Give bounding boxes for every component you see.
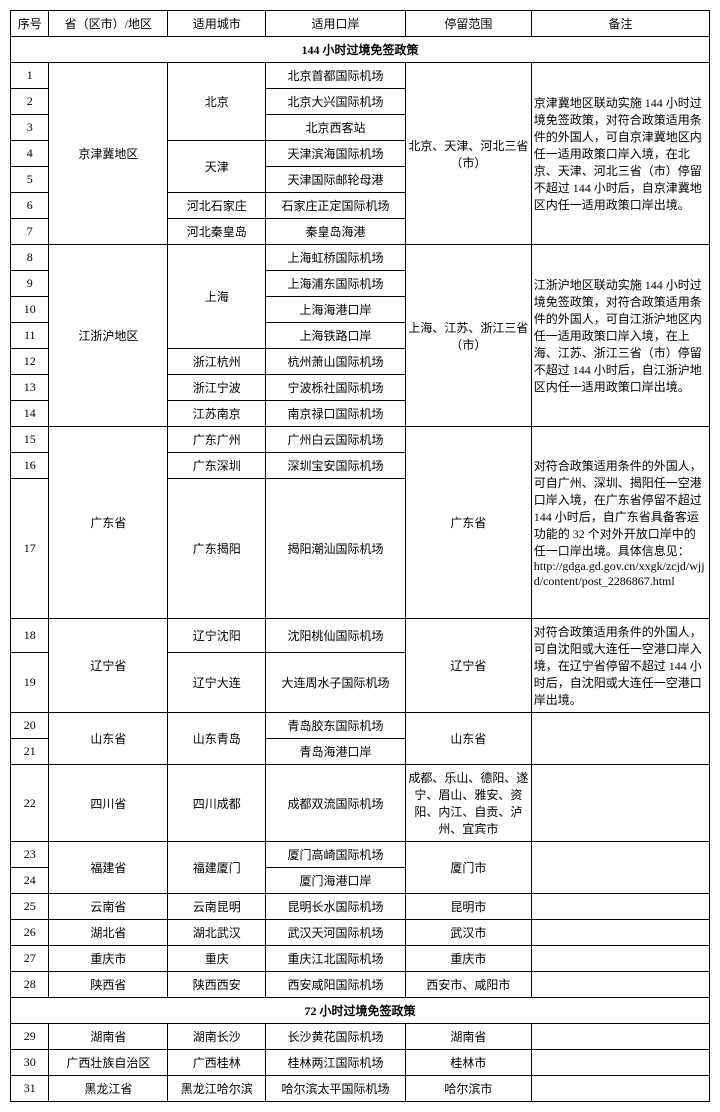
section-72: 72 小时过境免签政策 <box>11 998 710 1024</box>
table-row: 18 辽宁省 辽宁沈阳 沈阳桃仙国际机场 辽宁省 对符合政策适用条件的外国人，可… <box>11 619 710 653</box>
header-scope: 停留范围 <box>405 11 531 37</box>
header-region: 省（区市）/地区 <box>49 11 168 37</box>
header-row: 序号 省（区市）/地区 适用城市 适用口岸 停留范围 备注 <box>11 11 710 37</box>
table-row: 23 福建省 福建厦门 厦门高崎国际机场 厦门市 <box>11 842 710 868</box>
table-row: 8 江浙沪地区 上海 上海虹桥国际机场 上海、江苏、浙江三省（市） 江浙沪地区联… <box>11 245 710 271</box>
header-city: 适用城市 <box>168 11 266 37</box>
visa-policy-table: 序号 省（区市）/地区 适用城市 适用口岸 停留范围 备注 144 小时过境免签… <box>10 10 710 1102</box>
table-row: 22 四川省 四川成都 成都双流国际机场 成都、乐山、德阳、遂宁、眉山、雅安、资… <box>11 765 710 842</box>
region-jzh: 江浙沪地区 <box>49 245 168 427</box>
table-row: 20 山东省 山东青岛 青岛胶东国际机场 山东省 <box>11 713 710 739</box>
region-gd: 广东省 <box>49 427 168 619</box>
header-seq: 序号 <box>11 11 49 37</box>
section-144: 144 小时过境免签政策 <box>11 37 710 63</box>
header-port: 适用口岸 <box>266 11 406 37</box>
table-row: 1 京津冀地区 北京 北京首都国际机场 北京、天津、河北三省（市） 京津冀地区联… <box>11 63 710 89</box>
region-jjj: 京津冀地区 <box>49 63 168 245</box>
table-row: 15 广东省 广东广州 广州白云国际机场 广东省 对符合政策适用条件的外国人，可… <box>11 427 710 453</box>
header-note: 备注 <box>531 11 709 37</box>
